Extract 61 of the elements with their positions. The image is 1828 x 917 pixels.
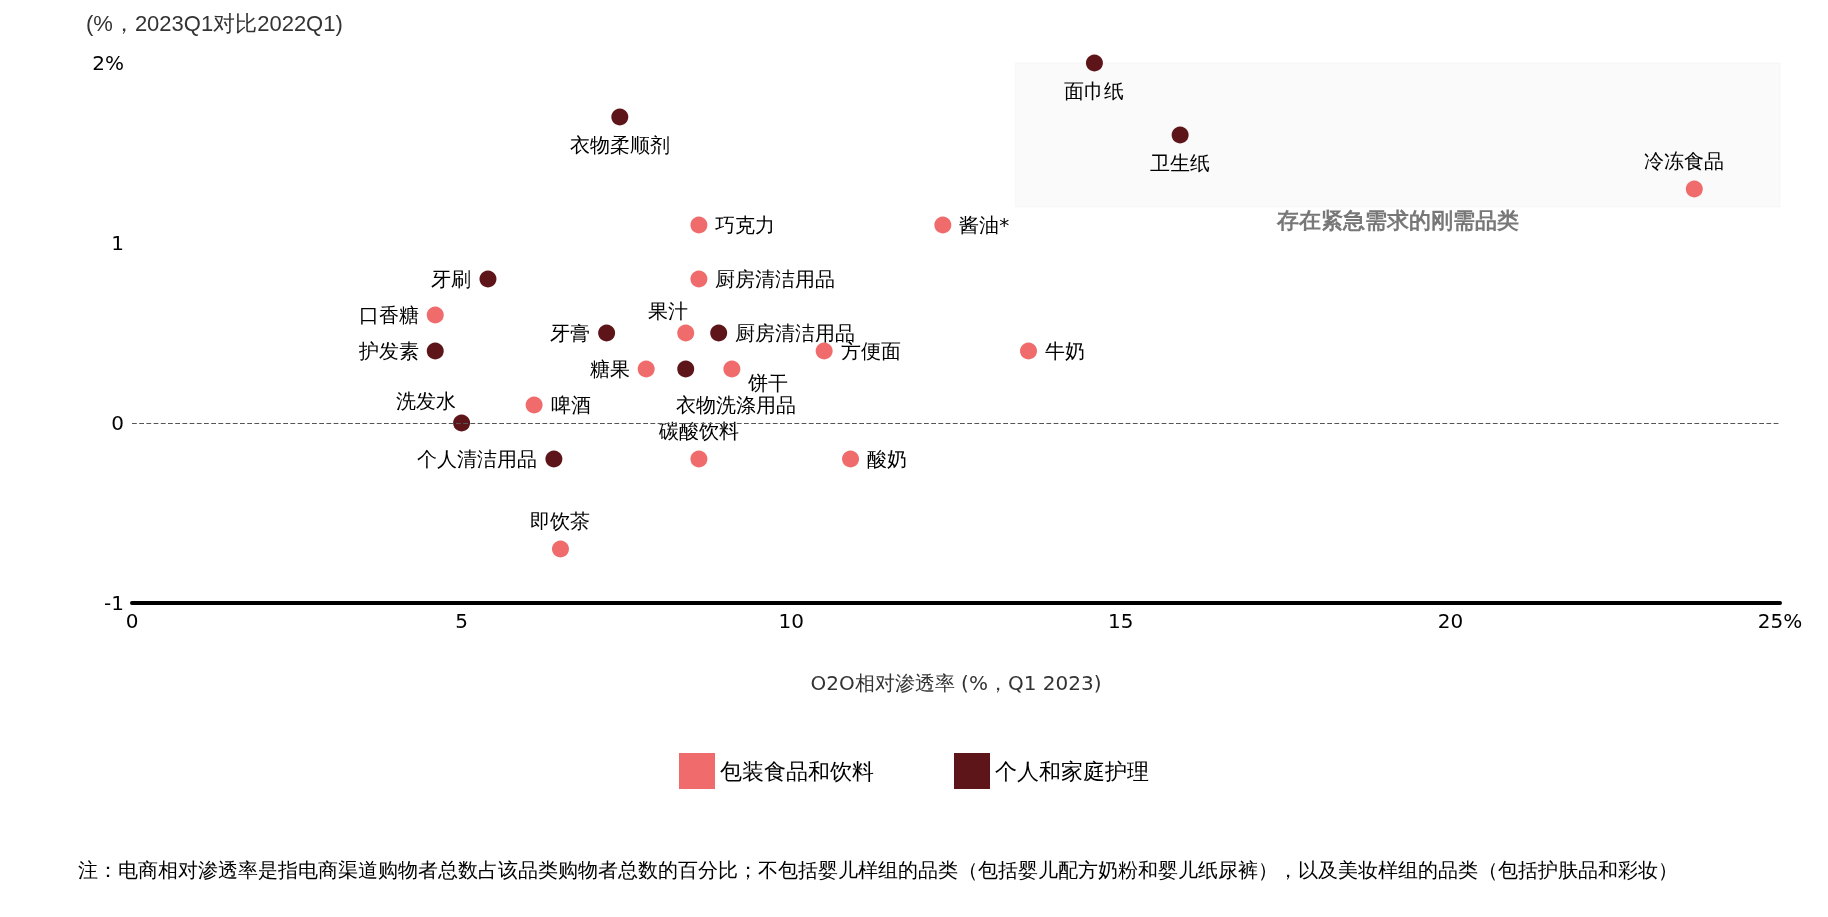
data-label: 衣物柔顺剂 <box>569 133 670 157</box>
point <box>1685 180 1703 198</box>
point <box>690 270 708 288</box>
point <box>611 108 629 126</box>
data-label: 护发素 <box>357 339 419 363</box>
point <box>723 360 741 378</box>
data-label: 酱油* <box>959 213 1010 237</box>
data-label: 饼干 <box>746 371 788 395</box>
point <box>453 414 471 432</box>
data-label: 厨房清洁用品 <box>715 267 836 291</box>
point <box>545 450 563 468</box>
x-tick-label: 25% <box>1757 609 1803 633</box>
point <box>426 306 444 324</box>
y-tick-label: 1 <box>111 231 124 255</box>
x-axis-title: O2O相对渗透率 (%，Q1 2023) <box>810 671 1102 695</box>
point <box>426 342 444 360</box>
data-label: 衣物洗涤用品 <box>675 393 796 417</box>
data-label: 卫生纸 <box>1150 151 1211 175</box>
data-label: 巧克力 <box>715 213 776 237</box>
data-label: 牙膏 <box>550 321 591 345</box>
data-label: 酸奶 <box>867 447 908 471</box>
point <box>1020 342 1038 360</box>
point <box>677 324 695 342</box>
point <box>710 324 728 342</box>
point <box>598 324 616 342</box>
x-tick-label: 5 <box>455 609 468 633</box>
point <box>690 450 708 468</box>
y-axis-title: (%，2023Q1对比2022Q1) <box>86 10 343 36</box>
point <box>934 216 952 234</box>
point <box>1085 54 1103 72</box>
point <box>842 450 860 468</box>
data-label: 牛奶 <box>1045 339 1086 363</box>
point <box>690 216 708 234</box>
data-label: 果汁 <box>647 299 688 323</box>
data-label: 面巾纸 <box>1064 79 1125 103</box>
data-label: 糖果 <box>589 357 630 381</box>
data-label: 啤酒 <box>550 393 591 417</box>
data-label: 牙刷 <box>431 267 472 291</box>
data-label: 即饮茶 <box>530 509 591 533</box>
y-tick-label: 0 <box>111 411 124 435</box>
point <box>677 360 695 378</box>
y-tick-label: -1 <box>104 591 124 615</box>
data-label: 口香糖 <box>358 303 419 327</box>
legend-label: 个人和家庭护理 <box>995 758 1149 784</box>
legend-label: 包装食品和饮料 <box>720 758 874 784</box>
data-label: 洗发水 <box>395 389 456 413</box>
x-tick-label: 20 <box>1437 609 1464 633</box>
x-tick-label: 10 <box>778 609 804 633</box>
data-label: 冷冻食品 <box>1644 149 1725 173</box>
point <box>637 360 655 378</box>
data-label: 个人清洁用品 <box>417 447 538 471</box>
point <box>1171 126 1189 144</box>
data-label: 碳酸饮料 <box>657 419 739 443</box>
point <box>479 270 497 288</box>
y-tick-label: 2% <box>92 51 124 75</box>
point <box>815 342 833 360</box>
point <box>525 396 543 414</box>
band-label: 存在紧急需求的刚需品类 <box>1275 208 1519 233</box>
point <box>552 540 569 558</box>
x-tick-label: 15 <box>1108 609 1134 633</box>
text: 注：电商相对渗透率是指电商渠道购物者总数占该品类购物者总数的百分比；不包括婴儿样组的品类（包括婴儿配方奶粉和婴儿纸尿裤），以及美妆样组的品类（包括护肤品和彩妆） <box>78 858 1679 882</box>
